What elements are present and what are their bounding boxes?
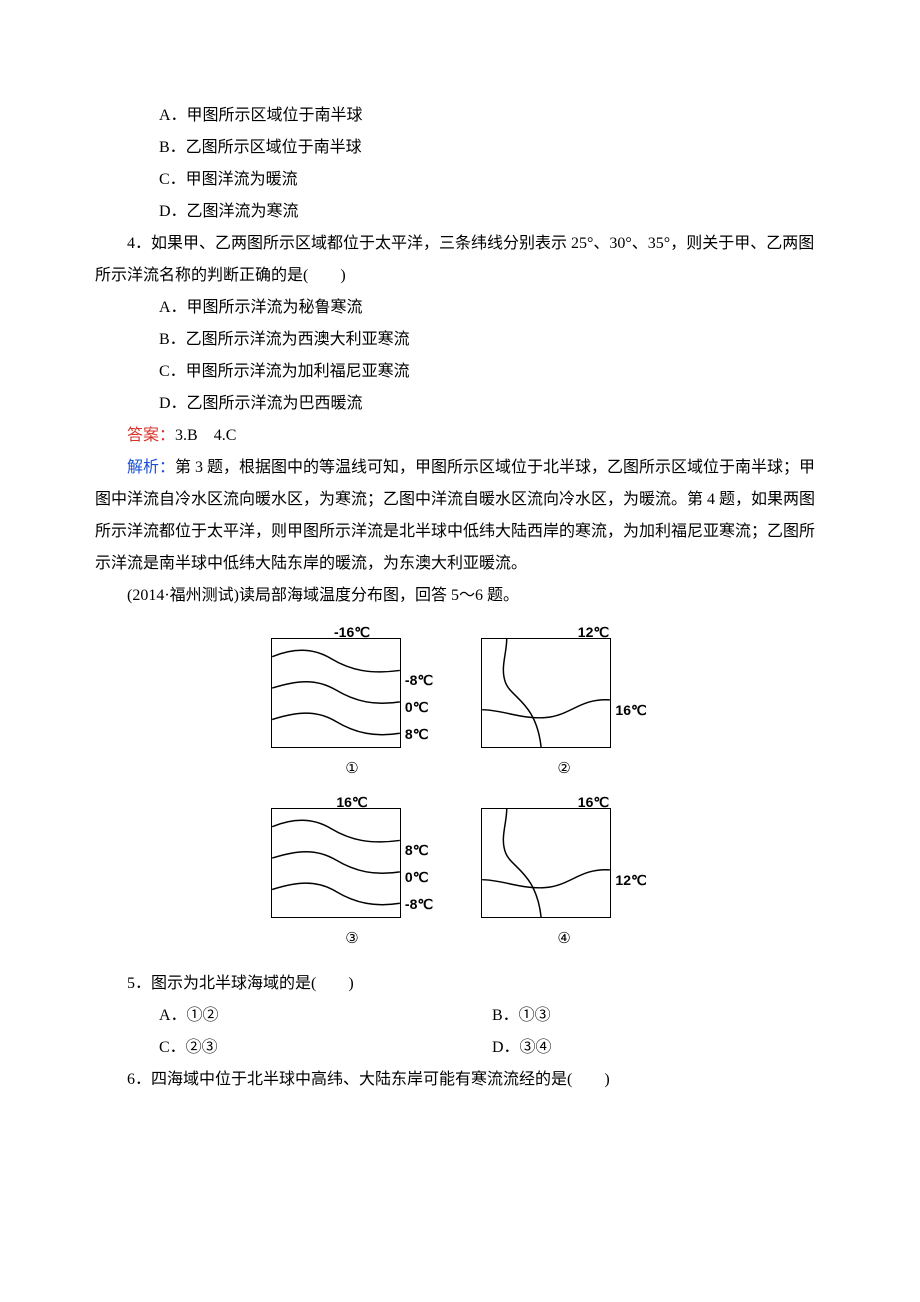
analysis-label: 解析： xyxy=(127,459,175,476)
temperature-figure: -16℃ -8℃ 0℃ 8℃ ① 12℃ xyxy=(95,618,825,958)
panel2-side-temp-1: 16℃ xyxy=(615,701,646,719)
panel1-box xyxy=(271,638,401,748)
q4-choice-c: C．甲图所示洋流为加利福尼亚寒流 xyxy=(95,356,825,388)
panel4-top-temp: 16℃ xyxy=(479,788,649,806)
q5-choices-row1: A．①② B．①③ xyxy=(95,1000,825,1032)
q5-choice-a: A．①② xyxy=(159,1000,492,1032)
panel3-curves-icon xyxy=(272,809,400,917)
q4-stem: 4．如果甲、乙两图所示区域都位于太平洋，三条纬线分别表示 25°、30°、35°… xyxy=(95,228,825,292)
panel2-side-temp-0 xyxy=(615,667,646,681)
panel2-box xyxy=(481,638,611,748)
panel4-curves-icon xyxy=(482,809,610,917)
panel1-number: ① xyxy=(345,754,358,784)
panel3-top-temp: 16℃ xyxy=(336,788,367,806)
q6-stem: 6．四海域中位于北半球中高纬、大陆东岸可能有寒流流经的是( ) xyxy=(95,1064,825,1096)
q3-choice-d: D．乙图洋流为寒流 xyxy=(95,196,825,228)
panel3-side-temps: 8℃ 0℃ -8℃ xyxy=(401,808,433,918)
analysis-paragraph: 解析：第 3 题，根据图中的等温线可知，甲图所示区域位于北半球，乙图所示区域位于… xyxy=(95,452,825,580)
panel1-top-temp: -16℃ xyxy=(334,618,370,636)
answer-text: 3.B 4.C xyxy=(175,427,236,444)
panel3-side-temp-1: 0℃ xyxy=(405,868,433,886)
panel4-side-temp-0 xyxy=(615,837,646,851)
figure-panel-3: 16℃ 8℃ 0℃ -8℃ ③ xyxy=(271,788,433,954)
q4-choice-b: B．乙图所示洋流为西澳大利亚寒流 xyxy=(95,324,825,356)
panel3-side-temp-2: -8℃ xyxy=(405,895,433,913)
panel3-side-temp-0: 8℃ xyxy=(405,841,433,859)
q4-choice-d: D．乙图所示洋流为巴西暖流 xyxy=(95,388,825,420)
panel4-number: ④ xyxy=(557,924,570,954)
answer-label: 答案： xyxy=(127,427,175,444)
q5-choices-row2: C．②③ D．③④ xyxy=(95,1032,825,1064)
panel2-side-temps: 16℃ xyxy=(611,638,646,748)
panel3-box xyxy=(271,808,401,918)
q3-choice-a: A．甲图所示区域位于南半球 xyxy=(95,100,825,132)
analysis-text: 第 3 题，根据图中的等温线可知，甲图所示区域位于北半球，乙图所示区域位于南半球… xyxy=(95,459,815,572)
panel4-side-temps: 12℃ xyxy=(611,808,646,918)
panel1-side-temp-0: -8℃ xyxy=(405,671,433,689)
passage2-intro: (2014·福州测试)读局部海域温度分布图，回答 5～6 题。 xyxy=(95,580,825,612)
panel1-curves-icon xyxy=(272,639,400,747)
panel3-number: ③ xyxy=(345,924,358,954)
answer-line: 答案：3.B 4.C xyxy=(95,420,825,452)
q5-choice-b: B．①③ xyxy=(492,1000,825,1032)
panel1-side-temps: -8℃ 0℃ 8℃ xyxy=(401,638,433,748)
panel2-number: ② xyxy=(557,754,570,784)
panel2-top-temp: 12℃ xyxy=(479,618,649,636)
figure-panel-2: 12℃ 16℃ ② xyxy=(479,618,649,784)
q4-choice-a: A．甲图所示洋流为秘鲁寒流 xyxy=(95,292,825,324)
figure-panel-1: -16℃ -8℃ 0℃ 8℃ ① xyxy=(271,618,433,784)
q3-choice-c: C．甲图洋流为暖流 xyxy=(95,164,825,196)
panel1-side-temp-1: 0℃ xyxy=(405,698,433,716)
q5-choice-c: C．②③ xyxy=(159,1032,492,1064)
figure-row-1: -16℃ -8℃ 0℃ 8℃ ① 12℃ xyxy=(271,618,649,784)
q3-choice-b: B．乙图所示区域位于南半球 xyxy=(95,132,825,164)
panel4-side-temp-1: 12℃ xyxy=(615,871,646,889)
q5-choice-d: D．③④ xyxy=(492,1032,825,1064)
figure-panel-4: 16℃ 12℃ ④ xyxy=(479,788,649,954)
panel4-box xyxy=(481,808,611,918)
panel1-side-temp-2: 8℃ xyxy=(405,725,433,743)
figure-row-2: 16℃ 8℃ 0℃ -8℃ ③ 16℃ xyxy=(271,788,649,954)
q5-stem: 5．图示为北半球海域的是( ) xyxy=(95,968,825,1000)
panel2-curves-icon xyxy=(482,639,610,747)
